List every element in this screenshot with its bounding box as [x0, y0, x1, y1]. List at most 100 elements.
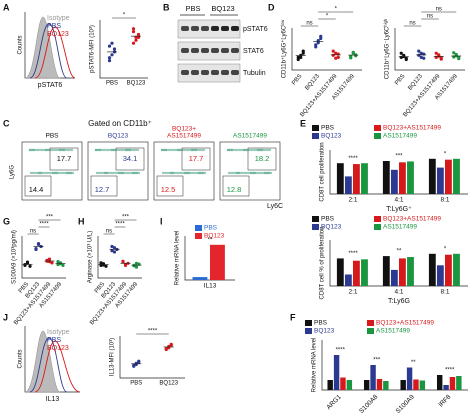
event [108, 148, 112, 152]
bar [400, 380, 406, 390]
event [239, 171, 243, 175]
event [257, 171, 261, 175]
histogram [24, 330, 61, 393]
data-point [457, 55, 461, 60]
bar [376, 379, 383, 390]
axis [329, 150, 468, 195]
event [37, 171, 41, 175]
sig-label: **** [148, 329, 158, 335]
legend-label: BQ123+AS1517499 [383, 125, 441, 132]
event [67, 171, 71, 175]
event [240, 148, 244, 152]
bar [382, 256, 390, 286]
plot-frame [21, 141, 83, 201]
event [125, 171, 129, 175]
event [109, 171, 113, 175]
event [160, 148, 164, 152]
sig-label: ns [30, 229, 36, 235]
data-point [419, 51, 423, 55]
event [135, 171, 139, 175]
event [179, 171, 183, 175]
event [43, 171, 47, 175]
data-point [331, 49, 335, 53]
legend-swatch [312, 224, 319, 230]
data-point [132, 264, 136, 268]
data-point [56, 260, 60, 264]
bar [363, 380, 370, 390]
event [71, 171, 75, 175]
event [202, 148, 206, 152]
legend-label: AS1517499 [383, 133, 417, 140]
data-point [110, 41, 114, 45]
data-point [299, 55, 303, 60]
sig-label: ns [306, 21, 312, 27]
event [69, 171, 73, 175]
sig-label: * [123, 13, 126, 19]
data-point [334, 51, 338, 55]
event [137, 171, 141, 175]
bar [413, 379, 419, 390]
panel-label: J [3, 312, 8, 322]
data-point [169, 343, 173, 347]
sig-label: * [444, 246, 447, 252]
category-label: IL13 [204, 283, 217, 290]
data-point [136, 32, 141, 37]
event [49, 171, 53, 175]
gate-value: 17.7 [57, 154, 72, 163]
y-axis-label: CD11b⁺Ly6G⁺Ly6Cˡᵒʷ [281, 20, 288, 79]
event [247, 171, 251, 175]
event [97, 171, 101, 175]
event [186, 148, 190, 152]
sig-label: ** [411, 360, 416, 366]
legend-swatch [374, 216, 381, 222]
data-point [399, 51, 403, 55]
category-label: PBS [130, 381, 142, 387]
event [237, 171, 241, 175]
data-point [61, 263, 65, 267]
legend-swatch [367, 328, 374, 334]
event [66, 148, 70, 152]
category-label: 2:1 [348, 197, 357, 204]
event [110, 148, 114, 152]
legend-swatch [305, 328, 312, 334]
event [165, 171, 169, 175]
axis [119, 336, 185, 379]
legend-label: BQ123 [321, 224, 342, 231]
event [200, 148, 204, 152]
data-point [164, 347, 168, 352]
gate [156, 175, 184, 197]
sig-label: ns [409, 21, 415, 27]
sig-label: * [444, 151, 447, 157]
event [173, 171, 177, 175]
event [64, 148, 68, 152]
event [229, 171, 233, 175]
event [117, 171, 121, 175]
event [262, 148, 266, 152]
event [260, 148, 264, 152]
legend-swatch [374, 133, 381, 139]
sig-label: **** [348, 156, 358, 162]
sig-label: **** [336, 348, 346, 354]
data-point [422, 56, 426, 60]
event [195, 171, 199, 175]
gate-value: 12.7 [95, 185, 110, 194]
event [46, 148, 50, 152]
panel-label: E [300, 118, 306, 128]
event [256, 148, 260, 152]
data-point [336, 55, 340, 60]
data-point [417, 53, 421, 57]
data-point [112, 246, 117, 250]
event [243, 171, 247, 175]
event [254, 148, 258, 152]
legend-swatch [312, 133, 319, 139]
event [53, 171, 57, 175]
legend-label: PBS [321, 125, 335, 132]
band [221, 26, 229, 31]
panel-label: B [163, 2, 170, 12]
histogram [34, 26, 76, 79]
bar [390, 169, 398, 194]
event [264, 148, 268, 152]
event [245, 171, 249, 175]
bar [210, 244, 225, 280]
event [129, 171, 133, 175]
